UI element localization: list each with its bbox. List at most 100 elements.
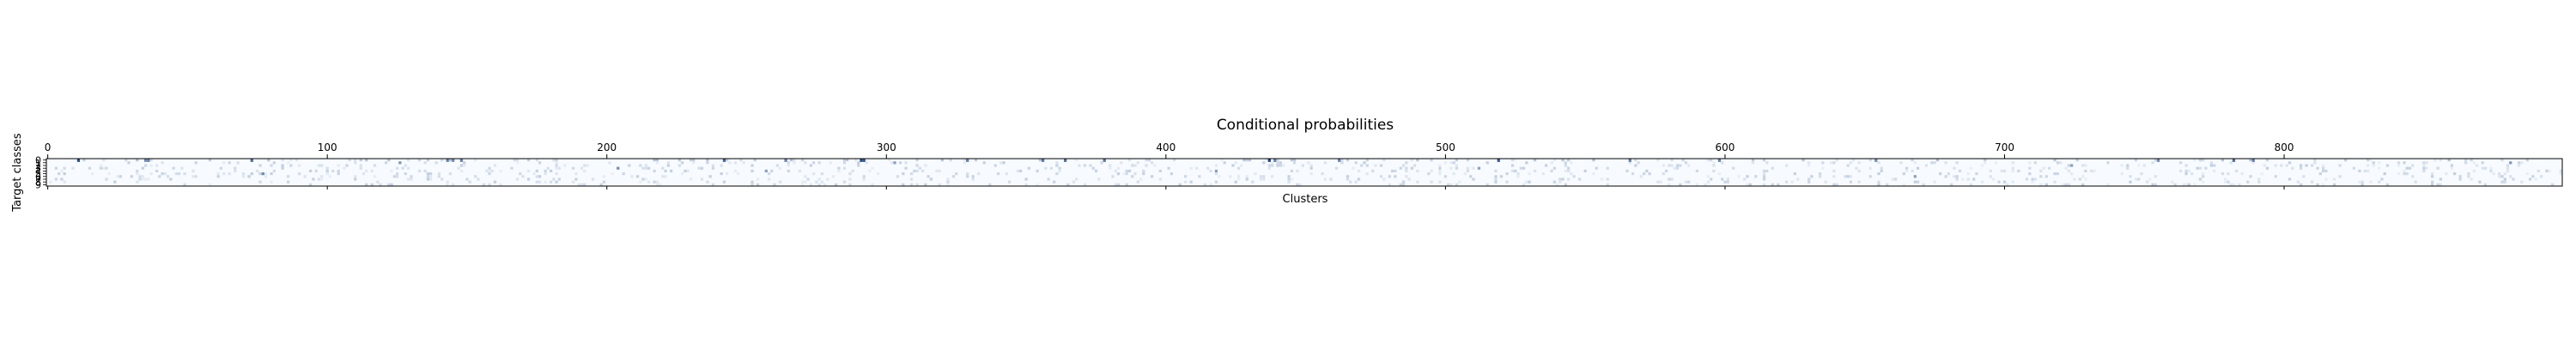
heatmap-cell <box>149 164 153 167</box>
heatmap-cell <box>1664 169 1668 172</box>
heatmap-cell <box>1732 166 1735 170</box>
heatmap-cell <box>2425 166 2428 170</box>
heatmap-cell <box>258 172 262 176</box>
heatmap-cell <box>1721 178 1724 181</box>
heatmap-cell <box>1558 178 1562 181</box>
heatmap-cell <box>804 175 807 178</box>
heatmap-cell <box>1944 175 1947 178</box>
heatmap-cell <box>1055 164 1059 167</box>
heatmap-cell <box>940 159 945 162</box>
heatmap-cell <box>370 169 374 172</box>
heatmap-cell <box>655 161 659 165</box>
heatmap-cell <box>1127 159 1132 162</box>
heatmap-cell <box>515 161 519 165</box>
heatmap-cell <box>1352 166 1355 170</box>
heatmap-cell <box>1606 183 1609 186</box>
heatmap-cell <box>1662 164 1665 167</box>
heatmap-cell <box>138 178 142 181</box>
heatmap-cell <box>2324 169 2328 172</box>
heatmap-cell <box>1656 180 1660 184</box>
heatmap-cell <box>1346 175 1350 178</box>
heatmap-cell <box>750 169 754 172</box>
heatmap-cell <box>1139 178 1143 181</box>
heatmap-cell <box>1751 159 1755 162</box>
heatmap-cell <box>1270 175 1274 178</box>
heatmap-cell <box>1323 178 1327 181</box>
heatmap-cell <box>361 172 366 176</box>
heatmap-cell <box>2311 164 2314 167</box>
heatmap-cell <box>1357 169 1361 172</box>
heatmap-cell <box>2291 166 2294 170</box>
heatmap-cell <box>1122 172 1126 176</box>
heatmap-cell <box>1262 178 1266 181</box>
heatmap-cell <box>423 169 427 172</box>
plot-frame <box>46 158 2563 187</box>
x-axis-label: Clusters <box>1283 193 1328 206</box>
heatmap-cell <box>1452 172 1455 176</box>
heatmap-cell <box>1413 164 1417 167</box>
heatmap-cell <box>1382 178 1386 181</box>
heatmap-cell <box>532 172 536 176</box>
heatmap-cell <box>1984 161 1987 165</box>
heatmap-cell <box>2453 172 2457 176</box>
heatmap-cell <box>1835 183 1838 186</box>
heatmap-cell <box>337 172 340 176</box>
heatmap-cell <box>2093 169 2096 172</box>
heatmap-cell <box>1877 172 1880 176</box>
heatmap-cell <box>815 180 818 184</box>
heatmap-cell <box>935 169 939 172</box>
heatmap-cell <box>2534 178 2537 181</box>
heatmap-cell <box>1572 175 1576 178</box>
heatmap-cell <box>1857 180 1861 184</box>
heatmap-cell <box>417 169 422 172</box>
heatmap-cell <box>2081 164 2085 167</box>
heatmap-cell <box>775 164 779 167</box>
heatmap-cell <box>99 166 103 170</box>
heatmap-cell <box>750 183 754 186</box>
heatmap-cell <box>913 169 916 172</box>
heatmap-cell <box>136 180 139 184</box>
heatmap-cell <box>2458 175 2462 178</box>
heatmap-cell <box>183 172 186 176</box>
heatmap-cell <box>862 175 866 178</box>
heatmap-cell <box>493 164 497 167</box>
heatmap-cell <box>708 175 712 178</box>
heatmap-cell <box>946 180 950 184</box>
heatmap-cell <box>602 180 606 184</box>
heatmap-cell <box>116 175 119 178</box>
heatmap-cell <box>1980 180 1984 184</box>
heatmap-cell <box>1743 178 1747 181</box>
heatmap-cell <box>2322 164 2325 167</box>
heatmap-cell <box>2472 161 2476 165</box>
heatmap-cell <box>851 169 854 172</box>
heatmap-cell <box>2338 164 2342 167</box>
heatmap-cell <box>149 172 153 176</box>
heatmap-cell <box>1679 164 1682 167</box>
heatmap-cell <box>555 166 558 170</box>
heatmap-cell <box>1639 175 1643 178</box>
heatmap-cell <box>1007 180 1012 184</box>
heatmap-cell <box>2363 169 2367 172</box>
heatmap-cell <box>102 159 106 162</box>
heatmap-cell <box>1382 159 1386 162</box>
heatmap-cell <box>963 159 967 162</box>
heatmap-cell <box>1645 169 1649 172</box>
heatmap-cell <box>1024 183 1028 186</box>
heatmap-cell <box>2316 183 2319 186</box>
heatmap-cell <box>183 183 186 186</box>
heatmap-cell <box>1830 161 1833 165</box>
heatmap-cell <box>1438 180 1442 184</box>
heatmap-cell <box>857 164 860 167</box>
heatmap-cell <box>2235 169 2239 172</box>
heatmap-cell <box>194 175 197 178</box>
heatmap-cell <box>1265 159 1268 162</box>
heatmap-cell <box>641 178 645 181</box>
heatmap-cell <box>2140 172 2143 176</box>
heatmap-cell <box>2025 178 2029 181</box>
heatmap-cell <box>2520 161 2524 165</box>
heatmap-cell <box>2489 169 2493 172</box>
heatmap-cell <box>1558 180 1562 184</box>
heatmap-cell <box>887 159 891 162</box>
heatmap-cell <box>2296 180 2300 184</box>
heatmap-cell <box>295 159 298 162</box>
